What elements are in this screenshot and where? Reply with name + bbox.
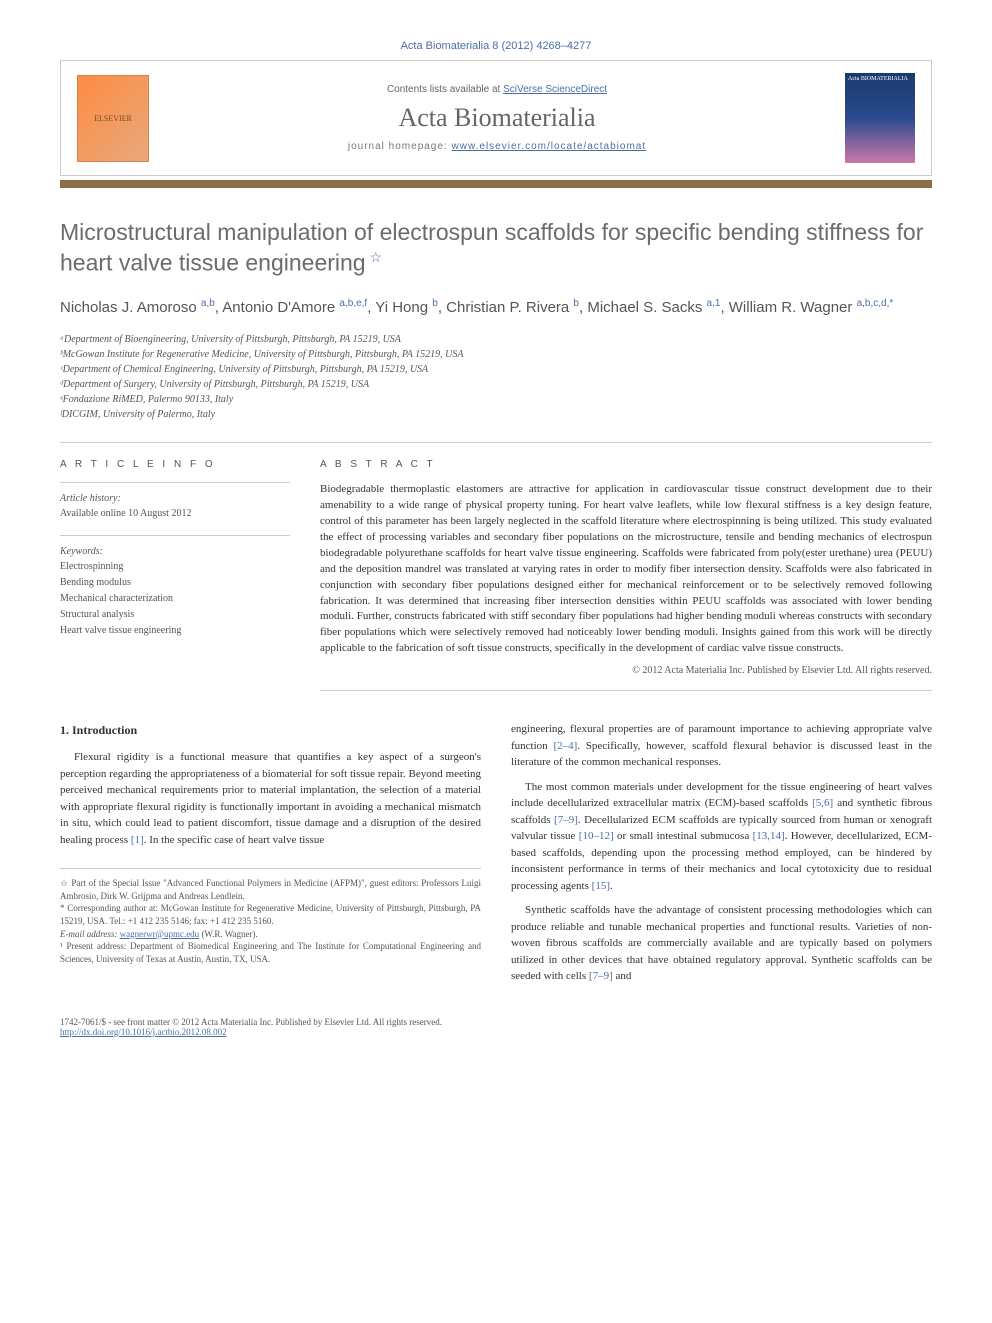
title-text: Microstructural manipulation of electros… [60, 219, 923, 276]
article-info-column: A R T I C L E I N F O Article history: A… [60, 459, 290, 691]
footer-issn: 1742-7061/$ - see front matter © 2012 Ac… [60, 1017, 932, 1027]
abstract-head: A B S T R A C T [320, 459, 932, 470]
history-value: Available online 10 August 2012 [60, 508, 191, 519]
keywords-block: Keywords: ElectrospinningBending modulus… [60, 535, 290, 639]
affiliation-item: ᶠDICGIM, University of Palermo, Italy [60, 407, 932, 422]
section-1-title: 1. Introduction [60, 721, 481, 739]
email-suffix: (W.R. Wagner). [201, 929, 257, 939]
affiliation-item: ᶜDepartment of Chemical Engineering, Uni… [60, 362, 932, 377]
journal-name: Acta Biomaterialia [169, 103, 825, 133]
contents-prefix: Contents lists available at [387, 84, 503, 95]
citation-line: Acta Biomaterialia 8 (2012) 4268–4277 [60, 40, 932, 52]
affiliation-item: ᵇMcGowan Institute for Regenerative Medi… [60, 347, 932, 362]
footnote-corresponding: * Corresponding author at: McGowan Insti… [60, 902, 481, 927]
affiliation-item: ᵃDepartment of Bioengineering, Universit… [60, 332, 932, 347]
affiliation-item: ᵈDepartment of Surgery, University of Pi… [60, 377, 932, 392]
keyword-item: Structural analysis [60, 607, 290, 623]
footnote-present-address: ¹ Present address: Department of Biomedi… [60, 940, 481, 965]
header-center: Contents lists available at SciVerse Sci… [169, 84, 825, 152]
homepage-line: journal homepage: www.elsevier.com/locat… [169, 141, 825, 152]
title-footnote-star: ☆ [366, 249, 382, 265]
article-info-head: A R T I C L E I N F O [60, 459, 290, 470]
history-label: Article history: [60, 493, 121, 504]
body-para-4: Synthetic scaffolds have the advantage o… [511, 902, 932, 985]
footnote-email: E-mail address: wagnerwr@upmc.edu (W.R. … [60, 928, 481, 941]
footnotes-block: ☆ Part of the Special Issue "Advanced Fu… [60, 868, 481, 965]
article-title: Microstructural manipulation of electros… [60, 218, 932, 278]
elsevier-label: ELSEVIER [94, 114, 132, 123]
contents-line: Contents lists available at SciVerse Sci… [169, 84, 825, 95]
keyword-item: Electrospinning [60, 559, 290, 575]
abstract-text: Biodegradable thermoplastic elastomers a… [320, 482, 932, 657]
footnote-star: ☆ Part of the Special Issue "Advanced Fu… [60, 877, 481, 902]
keyword-item: Bending modulus [60, 575, 290, 591]
keywords-list: ElectrospinningBending modulusMechanical… [60, 559, 290, 639]
body-column-right: engineering, flexural properties are of … [511, 721, 932, 993]
body-para-1: Flexural rigidity is a functional measur… [60, 749, 481, 848]
body-para-2: engineering, flexural properties are of … [511, 721, 932, 771]
header-divider-bar [60, 180, 932, 188]
affiliation-item: ᵉFondazione RiMED, Palermo 90133, Italy [60, 392, 932, 407]
footer-block: 1742-7061/$ - see front matter © 2012 Ac… [60, 1017, 932, 1037]
info-abstract-row: A R T I C L E I N F O Article history: A… [60, 442, 932, 691]
abstract-copyright: © 2012 Acta Materialia Inc. Published by… [320, 665, 932, 691]
elsevier-logo: ELSEVIER [77, 75, 149, 162]
email-link[interactable]: wagnerwr@upmc.edu [120, 929, 200, 939]
journal-header: ELSEVIER Contents lists available at Sci… [60, 60, 932, 176]
page-container: Acta Biomaterialia 8 (2012) 4268–4277 EL… [0, 0, 992, 1077]
body-column-left: 1. Introduction Flexural rigidity is a f… [60, 721, 481, 993]
keyword-item: Mechanical characterization [60, 591, 290, 607]
homepage-link[interactable]: www.elsevier.com/locate/actabiomat [452, 141, 647, 152]
journal-cover-thumbnail: Acta BIOMATERIALIA [845, 73, 915, 163]
author-list: Nicholas J. Amoroso a,b, Antonio D'Amore… [60, 296, 932, 320]
email-label: E-mail address: [60, 929, 120, 939]
keywords-label: Keywords: [60, 546, 103, 557]
cover-label: Acta BIOMATERIALIA [848, 76, 908, 82]
affiliations-list: ᵃDepartment of Bioengineering, Universit… [60, 332, 932, 422]
sciencedirect-link[interactable]: SciVerse ScienceDirect [503, 84, 607, 95]
homepage-prefix: journal homepage: [348, 141, 452, 152]
abstract-column: A B S T R A C T Biodegradable thermoplas… [320, 459, 932, 691]
body-para-3: The most common materials under developm… [511, 779, 932, 895]
body-columns: 1. Introduction Flexural rigidity is a f… [60, 721, 932, 993]
footer-doi-link[interactable]: http://dx.doi.org/10.1016/j.actbio.2012.… [60, 1027, 227, 1037]
keyword-item: Heart valve tissue engineering [60, 623, 290, 639]
article-history-block: Article history: Available online 10 Aug… [60, 482, 290, 521]
